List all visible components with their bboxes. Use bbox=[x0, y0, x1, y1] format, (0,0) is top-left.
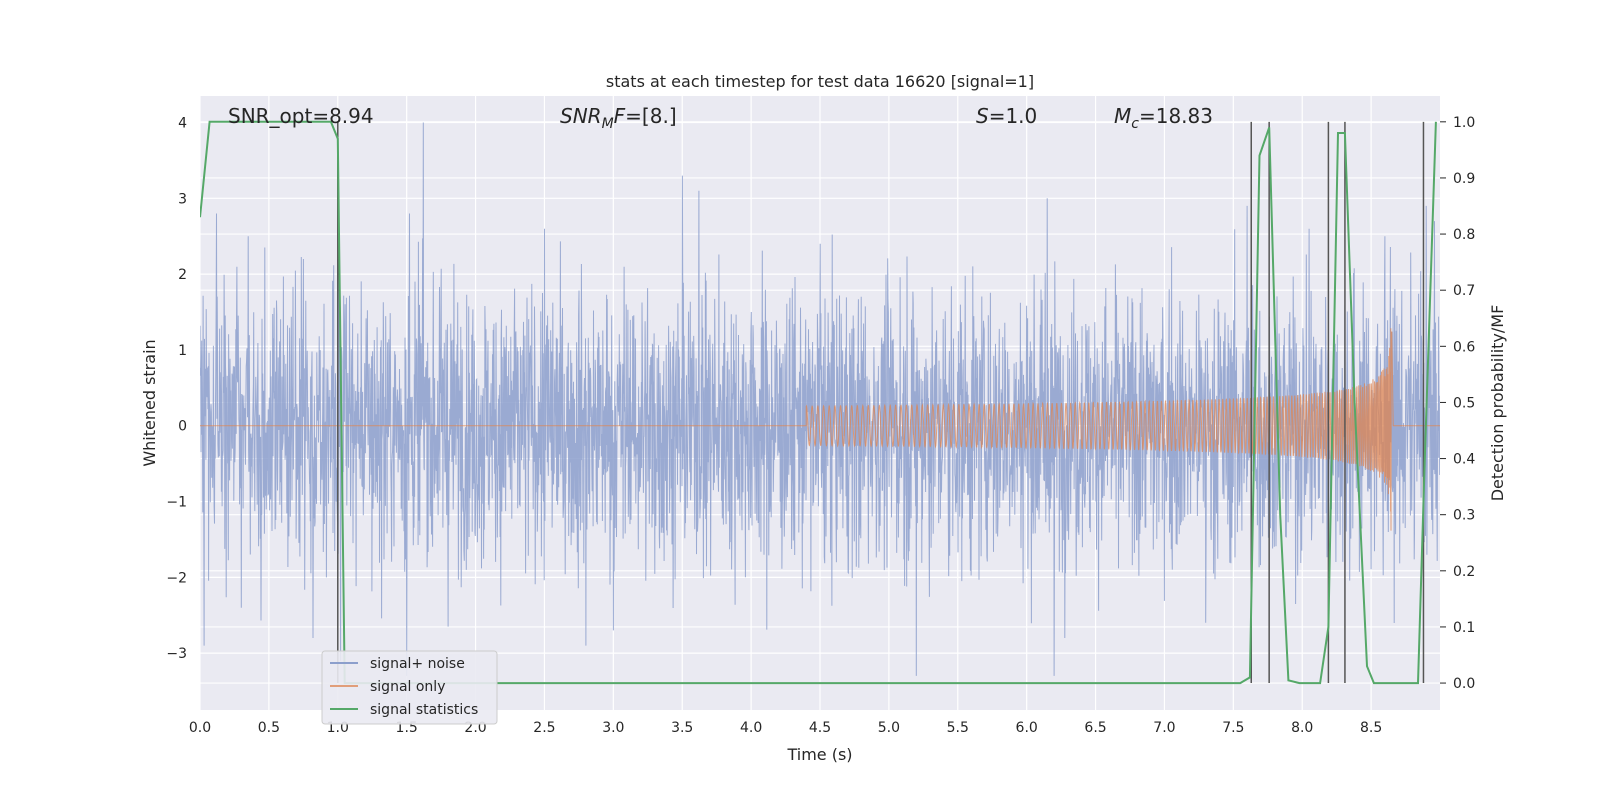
x-tick-label: 4.0 bbox=[740, 720, 762, 736]
y-tick-label: 2 bbox=[178, 267, 187, 283]
y2-axis-ticks: 1.0 0.9 0.8 0.7 0.6 0.5 0.4 0.3 0.2 0.1 0.0 bbox=[1440, 115, 1475, 692]
legend-label-signal-statistics: signal statistics bbox=[370, 702, 478, 718]
x-axis-label: Time (s) bbox=[786, 745, 852, 764]
y-tick-label: 3 bbox=[178, 191, 187, 207]
y2-tick-label: 0.5 bbox=[1453, 395, 1475, 411]
y2-tick-label: 0.1 bbox=[1453, 620, 1475, 636]
y2-tick-label: 0.0 bbox=[1453, 676, 1475, 692]
y2-tick-label: 0.4 bbox=[1453, 452, 1475, 468]
x-tick-label: 7.0 bbox=[1153, 720, 1175, 736]
annotation-mc: Mc=18.83 bbox=[1114, 104, 1213, 132]
y-tick-label: 0 bbox=[178, 419, 187, 435]
y2-tick-label: 0.8 bbox=[1453, 227, 1475, 243]
y2-tick-label: 0.9 bbox=[1453, 171, 1475, 187]
y-tick-label: −1 bbox=[166, 495, 187, 511]
legend-label-signal-only: signal only bbox=[370, 679, 445, 695]
x-tick-label: 4.5 bbox=[809, 720, 831, 736]
x-tick-label: 2.5 bbox=[533, 720, 555, 736]
x-tick-label: 5.5 bbox=[947, 720, 969, 736]
x-tick-label: 0.5 bbox=[258, 720, 280, 736]
annotation-s: S=1.0 bbox=[976, 104, 1037, 128]
x-tick-label: 6.0 bbox=[1016, 720, 1038, 736]
series-signal-statistics bbox=[200, 120, 1437, 685]
y2-tick-label: 0.7 bbox=[1453, 283, 1475, 299]
y-axis-label: Whitened strain bbox=[140, 339, 159, 466]
y2-tick-label: 1.0 bbox=[1453, 115, 1475, 131]
y-tick-label: −3 bbox=[166, 646, 187, 662]
legend: signal+ noise signal only signal statist… bbox=[321, 650, 498, 725]
x-tick-label: 6.5 bbox=[1084, 720, 1106, 736]
x-tick-label: 3.5 bbox=[671, 720, 693, 736]
legend-label-signal-noise: signal+ noise bbox=[370, 656, 465, 672]
y-tick-label: 1 bbox=[178, 343, 187, 359]
y2-tick-label: 0.6 bbox=[1453, 339, 1475, 355]
series-signal-noise bbox=[200, 122, 1440, 676]
y-tick-label: 4 bbox=[178, 116, 187, 132]
y2-tick-label: 0.2 bbox=[1453, 564, 1475, 580]
y2-axis-label: Detection probability/MF bbox=[1488, 305, 1507, 502]
y2-tick-label: 0.3 bbox=[1453, 508, 1475, 524]
x-tick-label: 7.5 bbox=[1222, 720, 1244, 736]
x-tick-label: 8.5 bbox=[1360, 720, 1382, 736]
annotation-snr-opt: SNR_opt=8.94 bbox=[228, 104, 374, 128]
x-tick-label: 3.0 bbox=[602, 720, 624, 736]
x-tick-label: 5.0 bbox=[878, 720, 900, 736]
annotation-snr-mf: SNRMF=[8.] bbox=[560, 104, 677, 132]
x-tick-label: 0.0 bbox=[189, 720, 211, 736]
legend-box bbox=[321, 650, 498, 725]
y-axis-ticks: 4 3 2 1 0 −1 −2 −3 bbox=[166, 116, 187, 663]
y-tick-label: −2 bbox=[166, 570, 187, 586]
series-signal-only bbox=[200, 328, 1440, 531]
chart-title: stats at each timestep for test data 166… bbox=[606, 72, 1034, 91]
x-tick-label: 8.0 bbox=[1291, 720, 1313, 736]
